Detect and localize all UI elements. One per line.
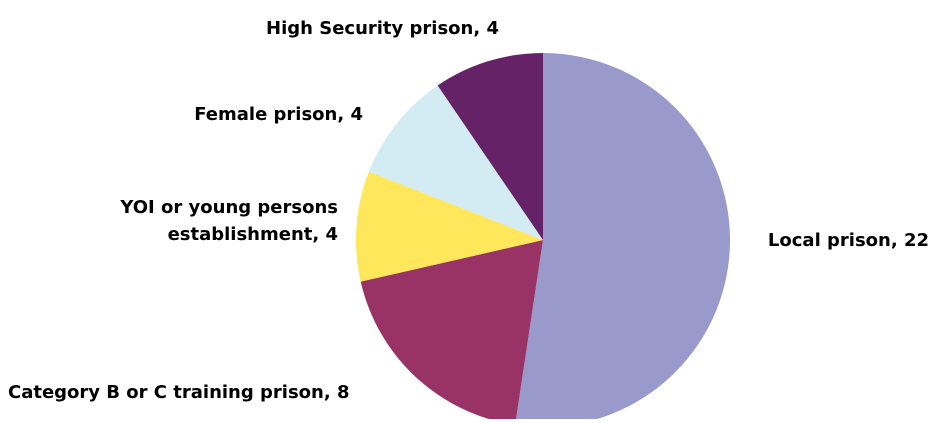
pie-slice-5 [437,53,543,240]
pie-slice-2 [360,240,543,423]
slice-label-4: Female prison, 4 [194,104,363,125]
pie-slice-1 [515,53,730,423]
pie-slice-3 [356,171,543,282]
slice-label-3-line-1: YOI or young persons [119,197,338,218]
slices-layer [356,53,730,423]
labels-layer: Local prison, 22 Category B or C training… [8,18,929,403]
slice-label-1: Local prison, 22 [768,230,929,251]
pie-slice-4 [368,85,543,241]
slice-label-2: Category B or C training prison, 8 [8,382,349,403]
slice-label-3: YOI or young persons establishment, 4 [119,197,338,245]
slice-label-3-line-2: establishment, 4 [168,224,338,245]
slice-label-5: High Security prison, 4 [266,18,499,39]
